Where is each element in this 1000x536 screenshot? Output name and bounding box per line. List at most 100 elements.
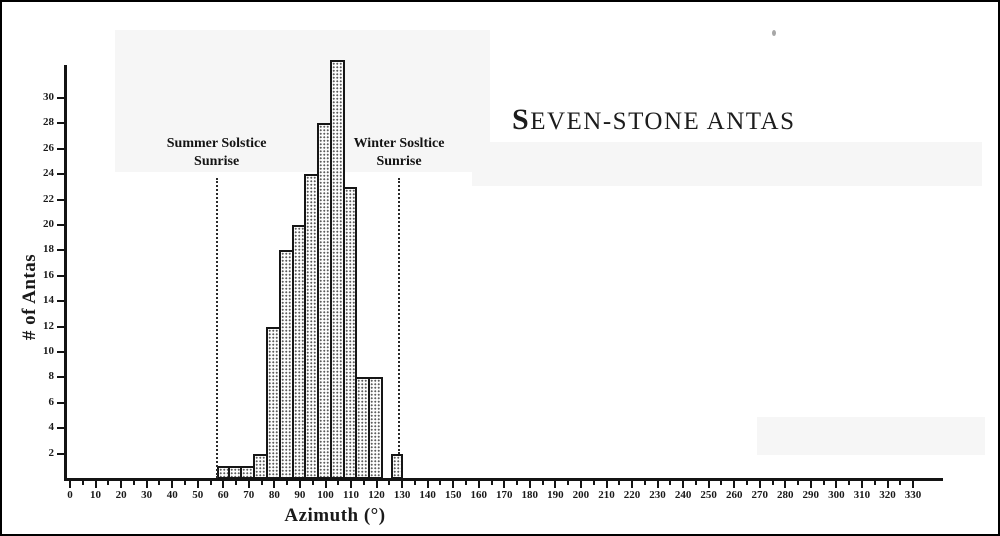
x-axis-minor-tick	[465, 480, 467, 485]
x-axis-tick	[503, 480, 506, 488]
x-axis-minor-tick	[439, 480, 442, 485]
scan-artifact	[757, 417, 985, 455]
x-tick-label: 130	[393, 489, 411, 501]
y-axis-tick	[57, 452, 65, 455]
x-axis-minor-tick	[592, 480, 595, 485]
x-axis-tick	[758, 480, 761, 488]
x-tick-label: 100	[317, 489, 334, 501]
x-tick-label: 110	[343, 489, 359, 501]
x-tick-label: 330	[904, 489, 922, 501]
x-axis-tick	[528, 480, 531, 488]
x-axis-minor-tick	[362, 480, 365, 485]
x-axis-minor-tick	[311, 480, 314, 485]
y-tick-label: 2	[48, 446, 55, 459]
x-axis-minor-tick	[413, 480, 416, 485]
x-tick-label: 140	[419, 489, 436, 501]
scan-artifact	[472, 142, 982, 186]
chart-title: SEVEN-STONE ANTAS	[512, 103, 796, 136]
y-tick-label: 24	[43, 167, 54, 180]
x-axis-tick	[631, 480, 633, 488]
y-axis-tick	[57, 401, 65, 404]
x-axis-minor-tick	[516, 480, 518, 485]
solstice-line	[398, 178, 400, 454]
x-axis-title: Azimuth (°)	[284, 505, 386, 526]
y-tick-label: 22	[43, 192, 54, 205]
x-axis-tick	[835, 480, 838, 488]
scan-artifact	[115, 30, 490, 172]
x-tick-label: 50	[192, 489, 204, 501]
x-axis-minor-tick	[848, 480, 851, 485]
x-tick-label: 60	[217, 489, 229, 501]
ink-speck	[772, 30, 776, 36]
x-axis-tick	[912, 480, 914, 488]
x-axis-minor-tick	[694, 480, 697, 485]
y-axis-tick	[57, 97, 65, 99]
x-axis-minor-tick	[541, 480, 544, 485]
x-axis-minor-tick	[669, 480, 672, 485]
x-axis-tick	[733, 480, 736, 488]
x-tick-label: 10	[90, 489, 101, 501]
y-tick-label: 10	[43, 345, 54, 357]
x-tick-label: 150	[444, 489, 462, 501]
x-tick-label: 120	[368, 489, 385, 501]
x-axis-minor-tick	[822, 480, 825, 485]
x-tick-label: 230	[649, 489, 666, 501]
y-axis-tick	[57, 325, 65, 328]
y-tick-label: 16	[43, 268, 54, 281]
solstice-line	[215, 178, 218, 478]
x-axis-tick	[171, 480, 174, 488]
y-axis-tick	[57, 351, 65, 353]
x-tick-label: 170	[496, 489, 513, 501]
x-tick-label: 320	[879, 489, 896, 501]
y-tick-label: 30	[43, 91, 54, 103]
x-axis-tick	[120, 480, 123, 488]
solstice-label-line2: Sunrise	[376, 154, 422, 169]
x-axis-tick	[222, 480, 225, 488]
x-axis-minor-tick	[797, 480, 799, 485]
x-axis-minor-tick	[337, 480, 340, 485]
x-axis-minor-tick	[899, 480, 902, 485]
x-axis-minor-tick	[81, 480, 84, 485]
x-axis-tick	[452, 480, 455, 488]
x-axis-tick	[784, 480, 787, 488]
x-axis-minor-tick	[235, 480, 237, 485]
x-axis-tick	[860, 480, 863, 488]
y-axis-tick	[57, 274, 65, 277]
x-axis-minor-tick	[746, 480, 748, 485]
x-axis-line	[64, 478, 943, 481]
x-axis-tick	[196, 480, 199, 488]
y-axis-tick	[57, 122, 65, 125]
x-axis-minor-tick	[388, 480, 391, 485]
y-axis-tick	[57, 300, 65, 303]
x-tick-label: 250	[700, 489, 717, 501]
y-tick-label: 14	[43, 294, 54, 307]
x-tick-label: 90	[294, 489, 306, 501]
y-tick-label: 12	[43, 319, 54, 332]
y-axis-tick	[57, 427, 65, 430]
y-tick-label: 20	[43, 218, 54, 230]
x-axis-tick	[707, 480, 710, 488]
x-tick-label: 220	[623, 489, 641, 501]
x-axis-tick	[350, 480, 352, 488]
x-axis-tick	[94, 480, 97, 488]
x-tick-label: 70	[243, 489, 255, 501]
x-axis-tick	[579, 480, 582, 488]
y-tick-label: 4	[48, 421, 55, 434]
x-axis-minor-tick	[567, 480, 570, 485]
x-tick-label: 30	[141, 489, 153, 501]
histogram-bar	[253, 453, 268, 479]
x-axis-tick	[477, 480, 480, 488]
x-axis-tick	[324, 480, 327, 488]
x-axis-minor-tick	[643, 480, 646, 485]
histogram-bar	[266, 326, 281, 479]
y-tick-label: 6	[48, 395, 55, 408]
solstice-label: Summer Solstice Sunrise	[142, 135, 292, 171]
y-axis-tick	[57, 198, 65, 201]
histogram-bar	[342, 186, 358, 479]
x-axis-minor-tick	[158, 480, 161, 485]
y-tick-label: 8	[48, 370, 55, 383]
x-tick-label: 260	[725, 489, 743, 501]
x-tick-label: 280	[777, 489, 794, 501]
y-axis-tick	[57, 376, 65, 379]
